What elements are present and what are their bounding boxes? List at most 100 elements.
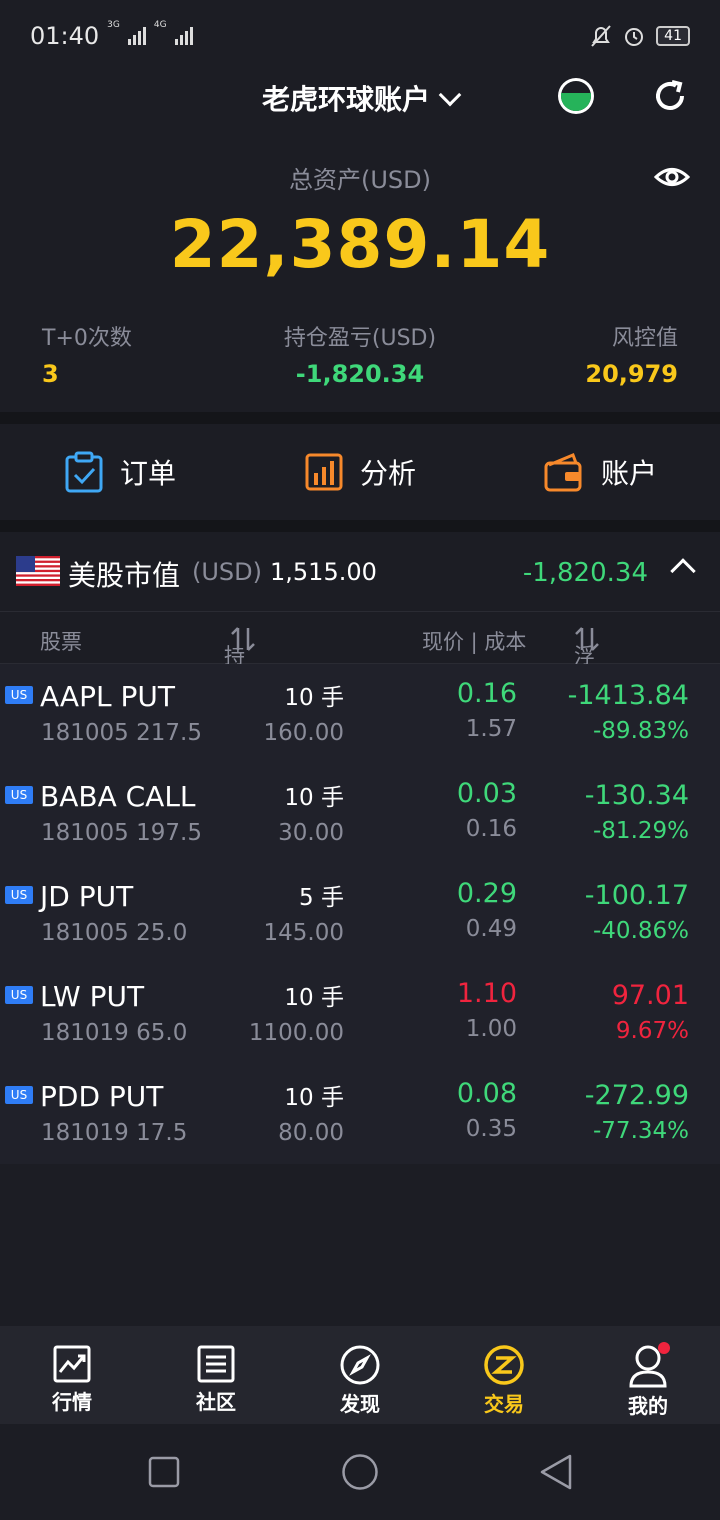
position-detail: 181005 25.0 [41, 920, 188, 946]
market-badge: US [5, 786, 33, 804]
home-icon[interactable] [341, 1453, 379, 1491]
position-pnl-pct: -89.83% [593, 718, 689, 744]
eye-icon[interactable] [654, 162, 690, 192]
status-bar: 01:40 3G 4G 41 [0, 0, 720, 72]
divider [0, 412, 720, 424]
account-switcher[interactable]: 老虎环球账户 [0, 78, 720, 118]
market-title: 美股市值 [68, 559, 181, 592]
position-pnl-pct: 9.67% [615, 1018, 689, 1044]
profile-icon [629, 1345, 667, 1388]
analysis-button[interactable]: 分析 [240, 424, 480, 520]
sort-icon [575, 627, 599, 651]
position-cost: 0.49 [465, 916, 517, 942]
position-qty: 10 手 [284, 785, 344, 811]
tab-discover[interactable]: 发现 [288, 1326, 432, 1424]
market-value: 1,515.00 [270, 558, 377, 586]
account-button[interactable]: 账户 [480, 424, 720, 520]
globe-icon[interactable] [558, 78, 594, 114]
orders-label: 订单 [119, 457, 176, 490]
position-detail: 181005 217.5 [41, 720, 202, 746]
position-pnl: -1413.84 [567, 680, 689, 711]
network-type-2: 4G [153, 20, 167, 30]
position-symbol: LW PUT [40, 980, 145, 1013]
position-market-value: 30.00 [278, 820, 344, 846]
t0-value: 3 [42, 360, 59, 388]
total-assets-label: 总资产(USD) [288, 166, 431, 194]
back-icon[interactable] [538, 1453, 574, 1491]
market-badge: US [5, 886, 33, 904]
position-pnl: 97.01 [611, 980, 689, 1011]
position-row[interactable]: US AAPL PUT 181005 217.5 10 手 160.00 0.1… [0, 664, 720, 764]
account-label: 账户 [600, 457, 657, 490]
tab-community-label: 社区 [196, 1390, 236, 1414]
position-market-value: 80.00 [278, 1120, 344, 1146]
position-cost: 1.00 [465, 1016, 517, 1042]
chevron-up-icon[interactable] [670, 558, 696, 584]
risk-label: 风控值 [611, 326, 678, 351]
position-price: 0.03 [456, 778, 517, 809]
position-detail: 181005 197.5 [41, 820, 202, 846]
market-pnl: -1,820.34 [522, 558, 648, 588]
total-assets-value: 22,389.14 [169, 206, 551, 283]
position-market-value: 160.00 [263, 720, 344, 746]
us-market-header[interactable]: 美股市值 (USD) 1,515.00 -1,820.34 [0, 532, 720, 612]
market-badge: US [5, 1086, 33, 1104]
account-header: 老虎环球账户 [0, 72, 720, 128]
t0-stat: T+0次数 3 [42, 320, 132, 388]
battery-indicator: 41 [656, 26, 690, 46]
orders-button[interactable]: 订单 [0, 424, 240, 520]
position-cost: 1.57 [465, 716, 517, 742]
market-badge: US [5, 986, 33, 1004]
community-icon [197, 1345, 235, 1383]
tab-market[interactable]: 行情 [0, 1326, 144, 1424]
position-row[interactable]: US PDD PUT 181019 17.5 10 手 80.00 0.08 0… [0, 1064, 720, 1164]
trade-icon [484, 1345, 524, 1385]
position-price: 0.16 [456, 678, 517, 709]
recent-apps-icon[interactable] [148, 1456, 180, 1488]
position-pnl-pct: -81.29% [593, 818, 689, 844]
position-pnl-label: 持仓盈亏(USD) [283, 326, 437, 351]
sort-icon [231, 627, 255, 651]
divider [0, 520, 720, 532]
position-pnl: -272.99 [584, 1080, 689, 1111]
position-price: 0.08 [456, 1078, 517, 1109]
tab-community[interactable]: 社区 [144, 1326, 288, 1424]
position-pnl-pct: -40.86% [593, 918, 689, 944]
signal-icon [127, 27, 146, 45]
refresh-icon[interactable] [652, 78, 688, 114]
position-qty: 10 手 [284, 985, 344, 1011]
position-detail: 181019 65.0 [41, 1020, 188, 1046]
position-price: 0.29 [456, 878, 517, 909]
quick-actions: 订单 分析 账户 [0, 424, 720, 520]
market-currency: (USD) [192, 558, 263, 586]
tab-market-label: 行情 [52, 1390, 92, 1414]
risk-stat: 风控值 20,979 [585, 320, 678, 388]
clock: 01:40 [30, 22, 100, 50]
tab-profile[interactable]: 我的 [576, 1326, 720, 1424]
system-nav-bar [0, 1424, 720, 1520]
position-pnl-pct: -77.34% [593, 1118, 689, 1144]
position-market-value: 1100.00 [248, 1020, 344, 1046]
position-qty: 10 手 [284, 1085, 344, 1111]
position-row[interactable]: US LW PUT 181019 65.0 10 手 1100.00 1.10 … [0, 964, 720, 1064]
market-chart-icon [53, 1345, 91, 1383]
col-price: 现价 | 成本 [422, 630, 527, 654]
position-row[interactable]: US BABA CALL 181005 197.5 10 手 30.00 0.0… [0, 764, 720, 864]
position-pnl-value: -1,820.34 [295, 360, 425, 388]
position-symbol: PDD PUT [40, 1080, 164, 1113]
position-row[interactable]: US JD PUT 181005 25.0 5 手 145.00 0.29 0.… [0, 864, 720, 964]
position-pnl-stat: 持仓盈亏(USD) -1,820.34 [0, 320, 720, 388]
position-qty: 10 手 [284, 685, 344, 711]
wallet-icon [544, 453, 582, 492]
col-pnl-sort[interactable]: 浮动盈亏 [574, 626, 600, 758]
position-pnl: -130.34 [584, 780, 689, 811]
positions-column-headers: 股票 持仓 | 市值 现价 | 成本 浮动盈亏 [0, 612, 720, 782]
network-type-1: 3G [107, 20, 120, 30]
tab-trade-label: 交易 [484, 1392, 524, 1416]
analysis-label: 分析 [359, 457, 416, 490]
position-detail: 181019 17.5 [41, 1120, 188, 1146]
tab-trade[interactable]: 交易 [432, 1326, 576, 1424]
chevron-down-icon [438, 83, 462, 107]
col-stock: 股票 [40, 630, 82, 654]
col-position-sort[interactable]: 持仓 | 市值 [224, 626, 256, 782]
